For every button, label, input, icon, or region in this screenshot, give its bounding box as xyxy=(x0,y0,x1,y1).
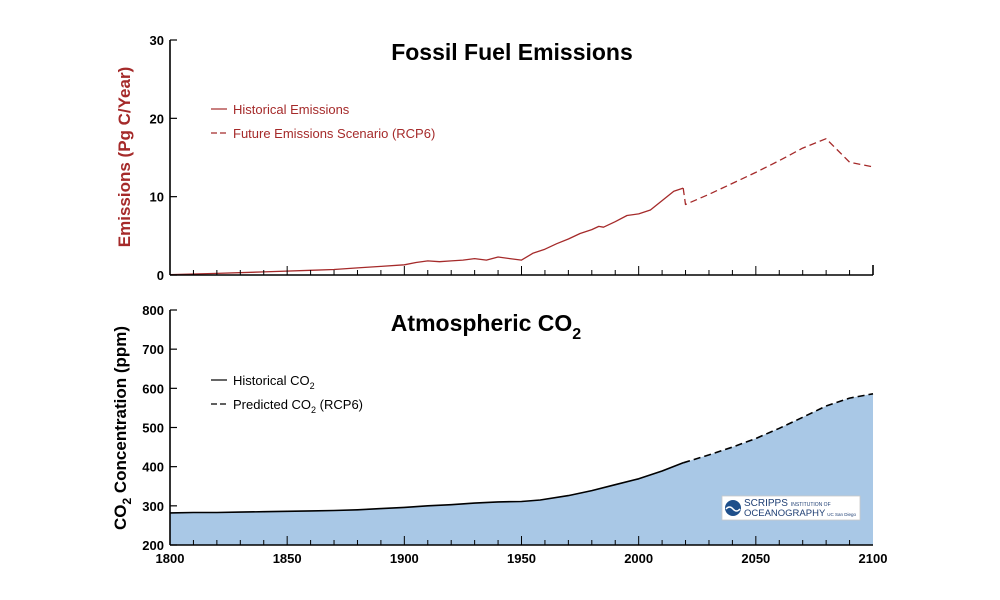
co2-y-label-rest: Concentration (ppm) xyxy=(111,326,130,493)
emissions-chart-title: Fossil Fuel Emissions xyxy=(391,39,633,65)
emissions-legend: Historical Emissions Future Emissions Sc… xyxy=(211,102,435,141)
co2-area-fill xyxy=(170,393,873,545)
co2-x-tick-label: 1950 xyxy=(507,551,536,566)
co2-x-tick-label: 1900 xyxy=(390,551,419,566)
co2-y-axis-label: CO2 Concentration (ppm) xyxy=(111,326,134,530)
emissions-y-axis-label: Emissions (Pg C/Year) xyxy=(115,67,134,247)
emissions-x-ticks xyxy=(192,266,851,275)
co2-panel: 1800 1850 1900 1950 2000 2050 2100 200 300 400 50… xyxy=(111,303,887,566)
co2-y-tick-label: 200 xyxy=(142,538,164,553)
emissions-y-tick-label: 30 xyxy=(150,33,164,48)
co2-x-tick-label: 2000 xyxy=(624,551,653,566)
logo-wave-icon xyxy=(725,506,741,512)
emissions-line-historical xyxy=(169,187,684,276)
emissions-series-group xyxy=(169,138,874,276)
emissions-y-tick-label: 20 xyxy=(150,111,164,126)
co2-x-ticks: 1800 1850 1900 1950 2000 2050 2100 xyxy=(156,536,888,566)
emissions-panel: 0 10 20 30 Fossil Fuel Emissions Emissions … xyxy=(115,33,874,283)
co2-y-ticks: 200 300 400 500 600 700 800 xyxy=(142,303,177,553)
co2-x-tick-label: 2100 xyxy=(859,551,888,566)
legend-future-emissions-label: Future Emissions Scenario (RCP6) xyxy=(233,126,435,141)
co2-x-tick-label: 1800 xyxy=(156,551,185,566)
legend-historical-co2-label: Historical CO2 xyxy=(233,373,315,391)
legend-predicted-co2-label: Predicted CO2 (RCP6) xyxy=(233,397,363,415)
co2-y-tick-label: 500 xyxy=(142,421,164,436)
co2-line-predicted xyxy=(682,393,874,464)
co2-legend: Historical CO2 Predicted CO2 (RCP6) xyxy=(211,373,363,415)
co2-y-label-subscript: 2 xyxy=(120,498,134,505)
logo-line-2: OCEANOGRAPHY UC San Diego xyxy=(744,508,857,519)
co2-y-tick-label: 600 xyxy=(142,381,164,396)
co2-series-group xyxy=(169,393,874,545)
co2-y-tick-label: 800 xyxy=(142,303,164,318)
co2-y-tick-label: 300 xyxy=(142,499,164,514)
co2-title-subscript: 2 xyxy=(572,326,581,343)
legend-historical-emissions-label: Historical Emissions xyxy=(233,102,350,117)
co2-y-label-prefix: CO xyxy=(111,505,130,531)
co2-title-text: Atmospheric CO xyxy=(391,310,572,336)
co2-y-tick-label: 400 xyxy=(142,460,164,475)
scripps-logo: SCRIPPS INSTITUTION OF OCEANOGRAPHY UC San… xyxy=(721,495,861,521)
co2-line-historical xyxy=(169,462,684,514)
co2-x-tick-label: 1850 xyxy=(273,551,302,566)
co2-chart-title: Atmospheric CO2 xyxy=(391,310,581,343)
emissions-line-future xyxy=(682,138,874,206)
co2-y-tick-label: 700 xyxy=(142,342,164,357)
emissions-y-ticks: 0 10 20 30 xyxy=(150,33,177,283)
emissions-y-tick-label: 0 xyxy=(157,268,164,283)
emissions-y-tick-label: 10 xyxy=(150,190,164,205)
logo-line-1: SCRIPPS INSTITUTION OF xyxy=(744,498,831,509)
co2-x-tick-label: 2050 xyxy=(741,551,770,566)
logo-frame xyxy=(721,495,861,521)
